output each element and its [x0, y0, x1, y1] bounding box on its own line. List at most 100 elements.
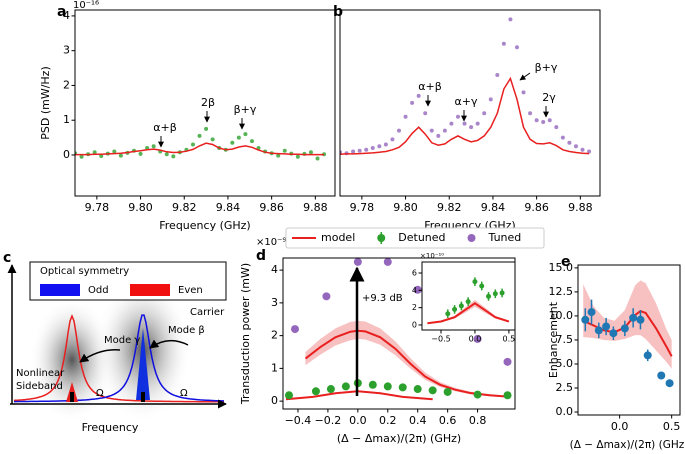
point [514, 45, 519, 50]
point [357, 148, 362, 153]
y-axis-label: Transduction power (mW) [239, 263, 252, 405]
carrier-spike [136, 328, 150, 400]
y-tick-label: 2 [412, 303, 417, 312]
panel-letter: e [561, 254, 571, 270]
y-tick-label: 0 [63, 148, 70, 161]
x-tick-label: 0.4 [409, 414, 427, 427]
legend-label: Tuned [488, 231, 522, 244]
annotation: α+β [418, 80, 442, 93]
y-tick-label: 5.0 [556, 357, 574, 370]
model-line [427, 302, 510, 325]
x-axis-label: (Δ − Δmax)/(2π) (GHz) [337, 432, 461, 445]
point [503, 357, 512, 366]
model-line [304, 329, 508, 398]
point [472, 279, 478, 285]
point [508, 17, 513, 22]
plot-frame [74, 9, 336, 197]
annotation: β+γ [234, 103, 257, 116]
odd-mode-curve [14, 314, 224, 403]
plot-group [284, 258, 512, 401]
plot-group [340, 17, 592, 156]
point [410, 100, 415, 105]
point [541, 119, 546, 124]
x-tick-label: 0.5 [663, 420, 681, 433]
y-tick-label: 3 [271, 296, 278, 309]
x-tick-label: 9.78 [85, 201, 110, 214]
point [295, 154, 300, 159]
point [465, 299, 471, 305]
point [322, 292, 331, 301]
point [311, 387, 320, 396]
point [249, 139, 254, 144]
marker [70, 392, 74, 402]
point [587, 308, 596, 317]
point [503, 391, 512, 400]
point [443, 387, 452, 396]
plot-group [427, 277, 510, 325]
point [290, 325, 299, 334]
y-tick-label: 0 [412, 320, 417, 329]
point [413, 285, 422, 294]
y-tick-label: 4 [412, 286, 417, 295]
y-tick-label: 6 [412, 269, 417, 278]
point [190, 142, 195, 147]
point [458, 303, 464, 309]
y-tick-label: 1 [271, 361, 278, 374]
y-tick-label: 0.0 [556, 405, 574, 418]
x-tick-label: 0.0 [611, 420, 629, 433]
point [308, 150, 313, 155]
y-tick-label: 15.0 [549, 261, 574, 274]
axis-offset: 10⁻¹⁶ [73, 0, 99, 11]
x-axis-label: (Δ − Δmax)/(2π) (GHz) [570, 439, 685, 451]
x-tick-label: 9.78 [350, 201, 375, 214]
axis-offset: ×10⁻¹⁰ [420, 252, 444, 260]
point [151, 144, 156, 149]
point [326, 385, 335, 394]
y-tick-label: 4 [63, 9, 70, 22]
legend-title: Optical symmetry [40, 266, 129, 277]
point [501, 41, 506, 46]
legend-label: Even [178, 285, 203, 296]
point [429, 128, 434, 133]
arrow [149, 339, 189, 349]
point [204, 126, 209, 131]
label: Nonlinear [16, 368, 65, 379]
y-tick-label: 2.5 [556, 381, 574, 394]
point [629, 313, 638, 322]
point [495, 73, 500, 78]
plot-frame [339, 9, 601, 197]
point [197, 133, 202, 138]
y-tick-label: 3 [63, 44, 70, 57]
annotation-arrow [519, 72, 531, 81]
plot-frame [421, 261, 516, 331]
y-axis-label: PSD (mW/Hz) [39, 66, 52, 140]
x-axis-label: Frequency [82, 421, 139, 434]
point [351, 149, 356, 154]
y-axis-label: Enhancement [547, 301, 560, 378]
plot-frame [577, 264, 681, 416]
y-tick-label: 10.0 [549, 309, 574, 322]
point [436, 133, 441, 138]
x-tick-label: 9.86 [524, 201, 549, 214]
point [567, 140, 572, 145]
point [383, 142, 388, 147]
point [236, 135, 241, 140]
label: Mode β [168, 325, 205, 336]
point [547, 118, 552, 123]
point [398, 383, 407, 392]
point [528, 111, 533, 116]
legend-label: Odd [88, 285, 109, 296]
point [521, 90, 526, 95]
point [643, 351, 652, 360]
point [554, 125, 559, 130]
point [118, 153, 123, 158]
point [230, 140, 235, 145]
axis-offset: ×10⁻⁹ [256, 237, 286, 248]
panel-letter: d [256, 248, 266, 264]
legend-label: model [321, 231, 355, 244]
point [377, 144, 382, 149]
label: Sideband [16, 381, 63, 392]
annotation: β+γ [535, 61, 558, 74]
point [594, 326, 603, 335]
